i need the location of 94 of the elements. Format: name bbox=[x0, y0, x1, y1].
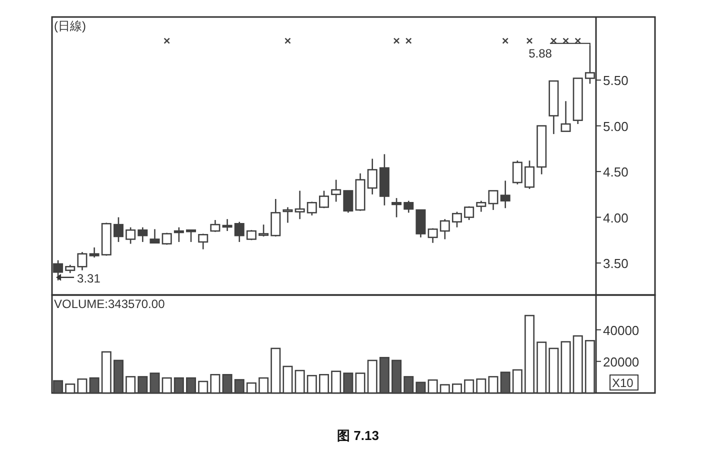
bar bbox=[138, 376, 148, 394]
candlestick bbox=[198, 233, 208, 250]
candlestick bbox=[138, 226, 148, 243]
text: X10 bbox=[612, 376, 634, 390]
bar bbox=[294, 370, 305, 394]
candlestick bbox=[270, 198, 281, 238]
bar bbox=[343, 372, 354, 394]
candlestick bbox=[150, 228, 160, 244]
y-tick-label: 5.00 bbox=[603, 118, 628, 134]
y-tick-label: 3.50 bbox=[603, 256, 628, 271]
candlestick bbox=[210, 219, 220, 233]
candlestick bbox=[53, 260, 64, 282]
bar bbox=[150, 372, 160, 394]
bar bbox=[77, 378, 88, 394]
bar bbox=[464, 379, 474, 394]
chart-title: VOLUME:343570.00 bbox=[54, 297, 166, 311]
bar bbox=[404, 376, 414, 394]
bar bbox=[584, 340, 595, 394]
bar bbox=[198, 380, 208, 394]
y-tick-label: 4.00 bbox=[603, 210, 628, 226]
candlestick bbox=[500, 180, 510, 209]
candlestick bbox=[392, 197, 402, 218]
bar bbox=[536, 342, 547, 394]
candlestick bbox=[186, 229, 196, 243]
bar bbox=[174, 377, 184, 394]
bar bbox=[101, 351, 112, 394]
bar bbox=[113, 360, 124, 394]
bar bbox=[440, 384, 450, 394]
caption: 图 7.13 bbox=[337, 428, 379, 443]
bar bbox=[53, 380, 64, 394]
candlestick bbox=[416, 209, 426, 238]
bar bbox=[89, 377, 100, 394]
bar bbox=[476, 378, 486, 394]
candlestick bbox=[258, 224, 269, 238]
bar bbox=[512, 369, 522, 394]
bar bbox=[367, 360, 378, 394]
candlestick bbox=[282, 206, 293, 224]
bar bbox=[282, 366, 293, 394]
bar bbox=[416, 382, 426, 394]
bar bbox=[65, 384, 76, 394]
bar bbox=[355, 372, 366, 394]
candlestick bbox=[89, 246, 100, 258]
candlestick bbox=[319, 190, 329, 209]
candlestick bbox=[488, 190, 498, 211]
bar bbox=[560, 341, 571, 394]
bar bbox=[524, 314, 535, 394]
bar bbox=[162, 377, 172, 394]
candlestick bbox=[294, 190, 305, 220]
candlestick bbox=[174, 226, 184, 243]
bar bbox=[452, 384, 462, 394]
candlestick bbox=[113, 216, 124, 243]
bar bbox=[331, 370, 342, 394]
bar bbox=[428, 379, 438, 394]
y-tick-label: 4.50 bbox=[603, 164, 628, 180]
candlestick bbox=[331, 179, 342, 202]
candlestick bbox=[343, 190, 354, 214]
candlestick bbox=[126, 226, 136, 244]
bar bbox=[572, 335, 583, 394]
candlestick bbox=[234, 221, 244, 243]
bar bbox=[210, 374, 220, 394]
candlestick bbox=[440, 218, 450, 240]
bar bbox=[548, 348, 559, 394]
candlestick bbox=[560, 100, 571, 132]
bar bbox=[488, 376, 498, 394]
candlestick bbox=[464, 206, 474, 221]
bar bbox=[306, 374, 317, 394]
bar bbox=[500, 372, 510, 394]
bar bbox=[392, 360, 402, 394]
candlestick bbox=[584, 44, 595, 84]
bar bbox=[222, 374, 232, 394]
candlestick bbox=[524, 160, 535, 190]
candlestick bbox=[306, 201, 317, 216]
y-tick-label: 20000 bbox=[603, 354, 640, 370]
bar bbox=[186, 377, 196, 394]
bar bbox=[319, 374, 329, 394]
candlestick bbox=[222, 218, 232, 232]
bar bbox=[379, 356, 390, 394]
candlestick bbox=[404, 200, 414, 214]
bar bbox=[270, 348, 281, 394]
bar bbox=[126, 376, 136, 394]
bar bbox=[234, 379, 244, 394]
candlestick bbox=[367, 158, 378, 196]
bar bbox=[258, 377, 269, 394]
chart-title: (日線) bbox=[54, 19, 86, 33]
bar bbox=[246, 382, 256, 394]
y-tick-label: 5.50 bbox=[603, 73, 628, 88]
candlestick bbox=[476, 200, 486, 212]
candlestick bbox=[452, 211, 462, 228]
candlestick bbox=[512, 160, 522, 185]
candlestick bbox=[428, 228, 438, 244]
candlestick bbox=[77, 251, 88, 271]
y-tick-label: 40000 bbox=[603, 322, 640, 338]
annotation: 5.88 bbox=[528, 46, 552, 60]
annotation: 3.31 bbox=[77, 271, 101, 286]
